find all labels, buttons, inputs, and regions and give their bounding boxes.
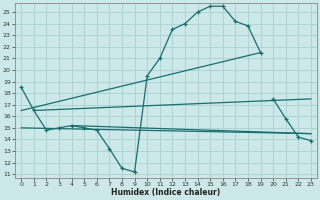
X-axis label: Humidex (Indice chaleur): Humidex (Indice chaleur) xyxy=(111,188,221,197)
